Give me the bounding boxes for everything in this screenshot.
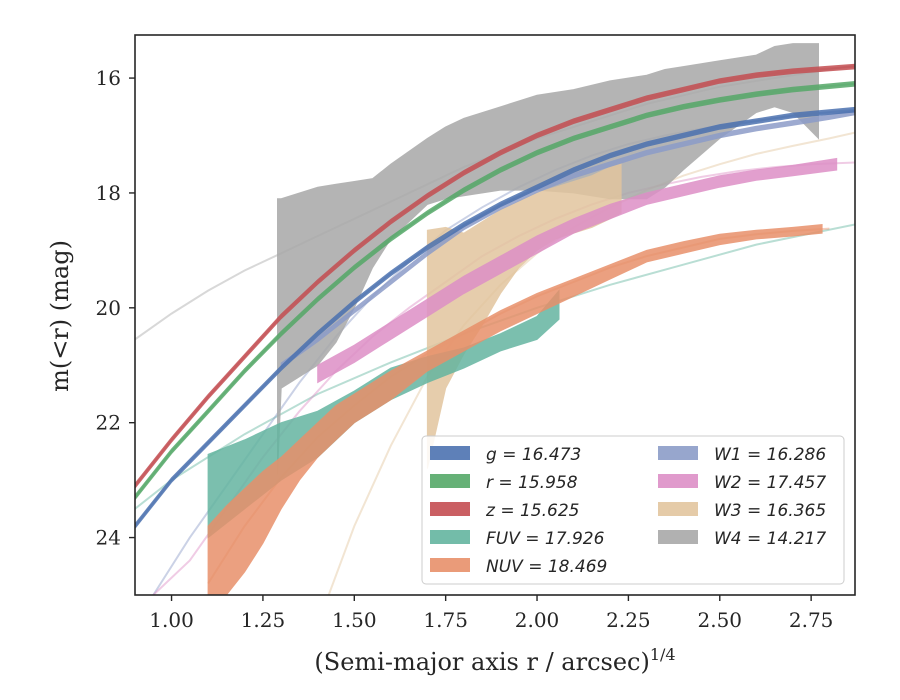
y-tick-label: 18 [96,181,121,205]
legend-swatch-w1 [658,446,698,460]
y-tick-label: 24 [96,526,121,550]
legend-swatch-w2 [658,474,698,488]
y-tick-label: 16 [96,66,121,90]
x-tick-label: 2.50 [698,608,743,632]
y-tick-label: 20 [96,296,121,320]
legend-label-fuv: FUV = 17.926 [486,529,605,549]
legend-box [421,435,845,585]
legend-swatch-w4 [658,530,698,544]
legend-label-w2: W2 = 17.457 [714,473,826,493]
legend-swatch-w3 [658,502,698,516]
band-w2 [317,157,838,384]
x-axis-label-superscript: 1/4 [650,645,676,664]
y-axis-label: m(<r) (mag) [46,240,74,392]
legend-swatch-fuv [430,530,470,544]
legend-swatch-nuv [430,558,470,572]
y-tick-label: 22 [96,411,121,435]
plot-frame [134,34,856,596]
band-z [135,63,855,490]
x-tick-label: 2.25 [606,608,651,632]
x-tick-label: 1.00 [149,608,194,632]
legend: g = 16.473 r = 15.958 z = 15.625 FUV = 17.9… [421,435,845,585]
legend-label-z: z = 15.625 [485,501,579,521]
plot-area [135,43,855,595]
x-tick-label: 1.50 [332,608,377,632]
axes: 1.00 1.25 1.50 1.75 2.00 2.25 2.50 2.75 16 18 20 22… [96,34,856,632]
legend-label-w4: W4 = 14.217 [714,529,826,549]
x-tick-label: 1.25 [241,608,286,632]
x-axis-label: (Semi-major axis r / arcsec)1/4 [314,645,675,676]
legend-swatch-z [430,502,470,516]
x-tick-label: 2.75 [789,608,834,632]
legend-label-r: r = 15.958 [486,473,578,493]
x-tick-label: 2.00 [515,608,560,632]
x-tick-label: 1.75 [423,608,468,632]
band-nuv [207,223,823,595]
legend-label-nuv: NUV = 18.469 [486,557,607,577]
legend-label-g: g = 16.473 [486,445,581,465]
band-g [135,106,855,530]
legend-label-w1: W1 = 16.286 [714,445,826,465]
legend-swatch-r [430,474,470,488]
legend-label-w3: W3 = 16.365 [714,501,826,521]
band-r [135,80,855,501]
legend-swatch-g [430,446,470,460]
